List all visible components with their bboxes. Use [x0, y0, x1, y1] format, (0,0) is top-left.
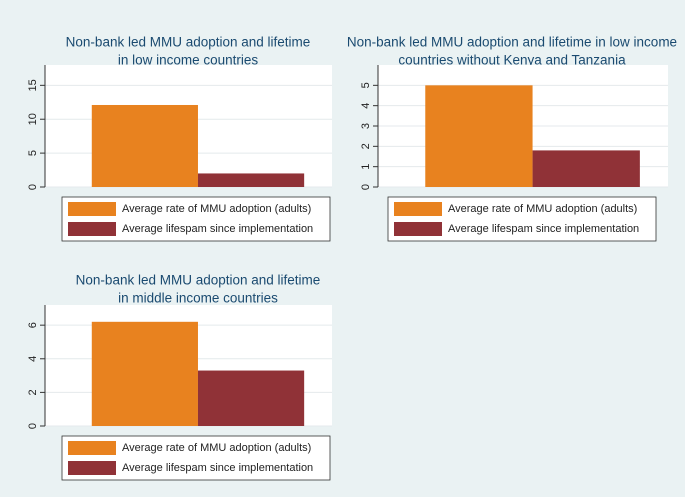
- y-tick-label: 0: [360, 184, 372, 190]
- y-tick-label: 2: [360, 143, 372, 149]
- y-tick-label: 6: [27, 322, 39, 328]
- chart-title: Non-bank led MMU adoption and lifetime: [66, 35, 311, 50]
- legend-swatch: [394, 202, 442, 216]
- y-tick-label: 10: [27, 113, 39, 125]
- legend-label: Average lifespam since implementation: [448, 223, 639, 235]
- legend-label: Average rate of MMU adoption (adults): [448, 203, 637, 215]
- y-tick-label: 5: [360, 82, 372, 88]
- bar: [91, 104, 198, 187]
- y-tick-label: 3: [360, 123, 372, 129]
- bar: [425, 85, 533, 187]
- y-tick-label: 5: [27, 150, 39, 156]
- y-tick-label: 2: [27, 389, 39, 395]
- chart-title: Non-bank led MMU adoption and lifetime i…: [347, 35, 677, 50]
- legend-label: Average rate of MMU adoption (adults): [122, 203, 311, 215]
- legend-swatch: [68, 202, 116, 216]
- legend-swatch: [68, 222, 116, 236]
- y-tick-label: 1: [360, 164, 372, 170]
- bar: [532, 150, 640, 187]
- legend-label: Average rate of MMU adoption (adults): [122, 442, 311, 454]
- y-tick-label: 0: [27, 423, 39, 429]
- y-tick-label: 15: [27, 79, 39, 91]
- chart-title: countries without Kenya and Tanzania: [398, 53, 626, 68]
- legend-swatch: [394, 222, 442, 236]
- legend-swatch: [68, 441, 116, 455]
- bar: [197, 370, 305, 426]
- legend-label: Average lifespam since implementation: [122, 223, 313, 235]
- bar: [91, 321, 198, 426]
- chart-title: in low income countries: [118, 53, 259, 68]
- legend-label: Average lifespam since implementation: [122, 462, 313, 474]
- y-tick-label: 4: [360, 103, 372, 109]
- chart-title: in middle income countries: [118, 291, 278, 306]
- bar: [197, 173, 305, 187]
- y-tick-label: 4: [27, 356, 39, 362]
- y-tick-label: 0: [27, 184, 39, 190]
- legend-swatch: [68, 461, 116, 475]
- chart-title: Non-bank led MMU adoption and lifetime: [76, 273, 321, 288]
